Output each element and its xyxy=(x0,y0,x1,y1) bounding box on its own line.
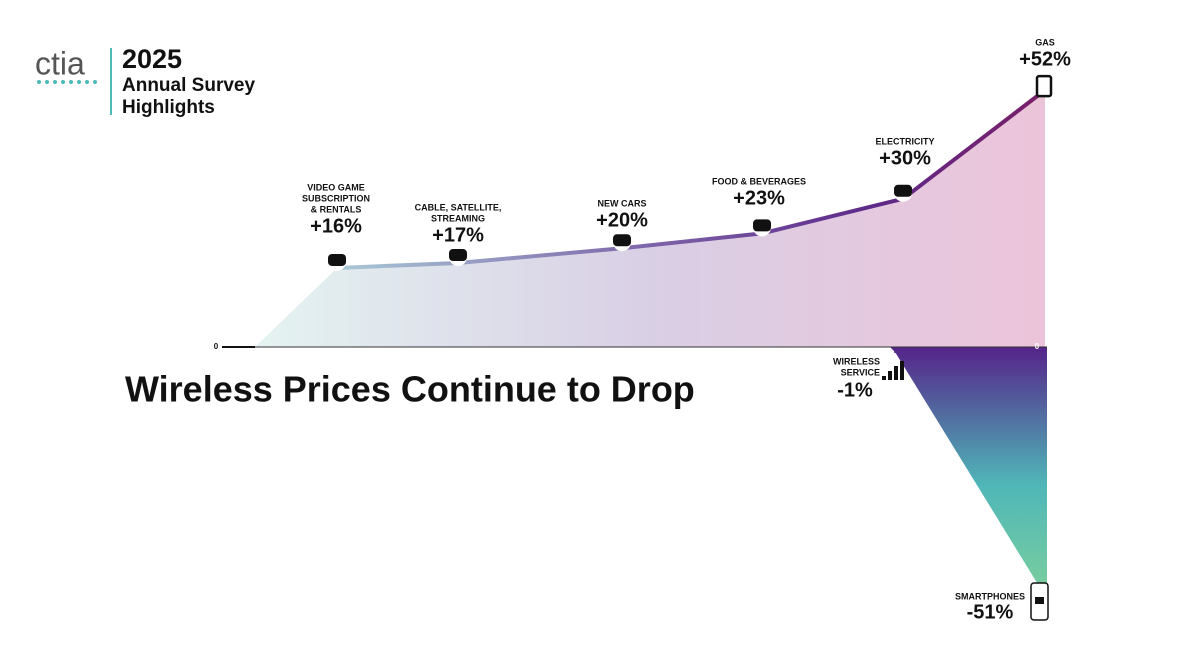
category-label: ELECTRICITY xyxy=(875,136,934,146)
category-label: STREAMING xyxy=(431,213,485,223)
point xyxy=(894,350,896,353)
icon xyxy=(1035,597,1044,604)
logo: ctia xyxy=(35,45,85,81)
category-label: VIDEO GAME xyxy=(307,182,365,192)
icon xyxy=(882,376,886,380)
category-label: SERVICE xyxy=(841,367,880,377)
icon xyxy=(449,249,467,262)
value-label: +23% xyxy=(733,187,785,209)
value-label: +20% xyxy=(596,209,648,231)
category-label: CABLE, SATELLITE, xyxy=(415,202,502,212)
area xyxy=(255,90,1045,348)
icon xyxy=(888,371,892,380)
category-label: WIRELESS xyxy=(833,356,880,366)
icon xyxy=(613,234,631,247)
value-label: -51% xyxy=(967,601,1014,623)
category-label: SMARTPHONES xyxy=(955,591,1025,601)
icon xyxy=(328,253,346,266)
category-label: SUBSCRIPTION xyxy=(302,193,370,203)
icon xyxy=(900,361,904,380)
category-label: GAS xyxy=(1035,37,1055,47)
logo-dots xyxy=(37,80,97,84)
year: 2025 xyxy=(122,44,182,74)
value-label: +30% xyxy=(879,147,931,169)
baseline-label: 0 xyxy=(214,342,219,351)
icon xyxy=(894,184,912,197)
header: ctia 2025 Annual Survey Highlights xyxy=(35,44,255,118)
icon xyxy=(753,219,771,232)
category-label: & RENTALS xyxy=(311,204,362,214)
line xyxy=(336,88,1047,270)
value-label: +52% xyxy=(1019,48,1071,70)
subtitle: Highlights xyxy=(122,97,215,118)
point-icon xyxy=(1035,74,1053,98)
value-label: +17% xyxy=(432,224,484,246)
category-label: NEW CARS xyxy=(598,198,647,208)
chart-title: Wireless Prices Continue to Drop xyxy=(125,369,695,410)
area xyxy=(890,347,1047,599)
value-label: -1% xyxy=(837,379,873,401)
value-label: +16% xyxy=(310,215,362,237)
subtitle: Annual Survey xyxy=(122,75,255,96)
icon xyxy=(894,366,898,380)
category-label: FOOD & BEVERAGES xyxy=(712,176,806,186)
baseline-label: 0 xyxy=(1035,342,1040,351)
